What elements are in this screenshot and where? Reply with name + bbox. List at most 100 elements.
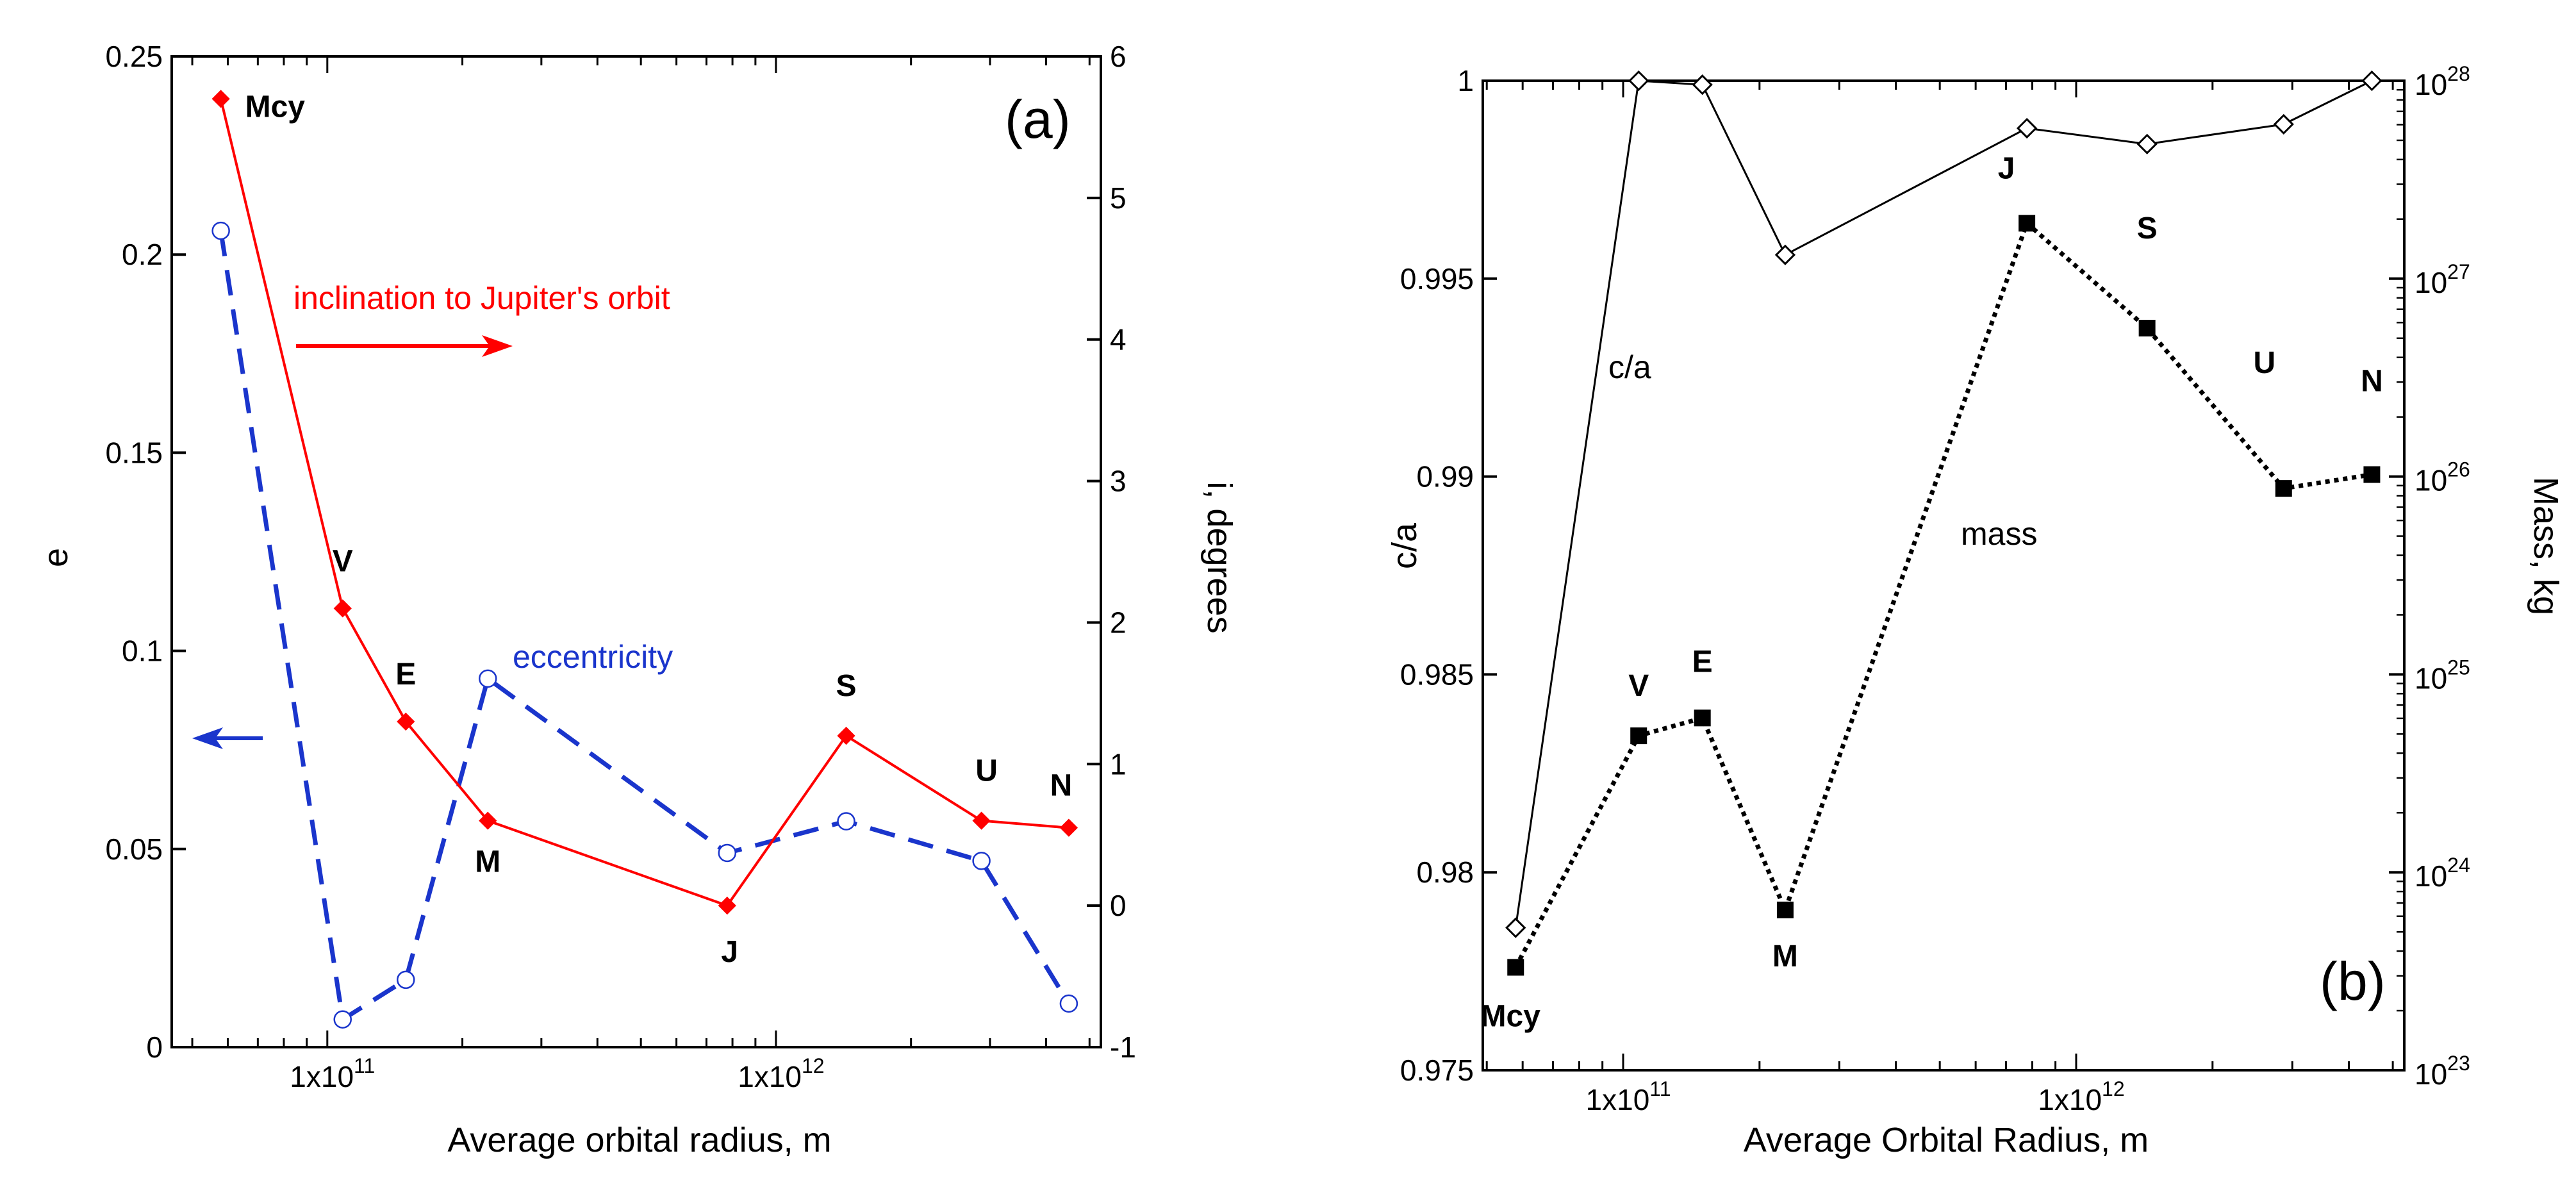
chart-b-point-label-Mcy: Mcy: [1481, 999, 1541, 1033]
chart-b-ytick-right-label: 1025: [2415, 656, 2470, 695]
chart-a-inclination-arrow-head: [482, 335, 513, 357]
chart-b-panel-label: (b): [2320, 951, 2386, 1011]
chart-a-ytick-right-label: 6: [1110, 40, 1127, 73]
chart-a-eccentricity-arrow-head: [192, 727, 223, 749]
chart-b-ca-point-V: [1628, 70, 1649, 92]
chart-b-ytick-right-label: 1023: [2415, 1052, 2470, 1091]
chart-b-mass-point-J: [2019, 215, 2036, 232]
chart-a-ytick-right-label: 3: [1110, 465, 1127, 498]
chart-a-xtick-label: 1x1012: [738, 1054, 824, 1093]
chart-a-frame: [170, 55, 1102, 1048]
chart-b-frame: [1482, 79, 2406, 1072]
chart-a-point-label-M: M: [475, 845, 500, 879]
chart-a-inclination-point-N: [1059, 818, 1078, 837]
chart-b-mass-point-S: [2138, 320, 2156, 336]
chart-b-point-label-N: N: [2361, 365, 2383, 399]
chart-b-xlabel: Average Orbital Radius, m: [1744, 1121, 2149, 1159]
chart-b-ca-label: c/a: [1608, 349, 1651, 385]
chart-a-eccentricity-point-V: [333, 1010, 352, 1029]
chart-a-eccentricity-label: eccentricity: [513, 639, 673, 675]
chart-a-eccentricity-point-U: [972, 852, 991, 870]
chart-b-mass-point-U: [2275, 480, 2292, 497]
chart-b-ytick-left-label: 0.975: [1400, 1054, 1474, 1087]
chart-b-ytick-left-label: 0.995: [1400, 262, 1474, 295]
chart-b-ca-point-E: [1692, 74, 1713, 95]
chart-a-ylabel-right: i, degrees: [1200, 481, 1239, 633]
chart-a-point-label-S: S: [836, 669, 857, 703]
chart-a-ylabel-left: e: [37, 548, 75, 567]
chart-b-mass-point-V: [1630, 727, 1647, 745]
chart-a-panel-label: (a): [1005, 89, 1071, 149]
chart-a-ytick-left-label: 0: [146, 1031, 163, 1064]
chart-a-eccentricity-point-N: [1059, 994, 1078, 1013]
chart-b-ca-point-Mcy: [1505, 917, 1526, 938]
chart-b-mass-point-Mcy: [1507, 959, 1524, 976]
chart-b-point-label-U: U: [2253, 346, 2275, 380]
chart-a-inclination-point-J: [718, 897, 736, 915]
chart-a-ytick-right-label: 2: [1110, 606, 1127, 639]
chart-a-inclination-point-Mcy: [211, 90, 230, 108]
chart-b-ylabel-left: c/a: [1385, 522, 1424, 569]
chart-a-eccentricity-line: [219, 230, 1071, 1023]
chart-b-point-label-E: E: [1692, 645, 1713, 679]
chart-b-xtick-label: 1x1012: [2038, 1077, 2124, 1116]
chart-a-ytick-right-label: 1: [1110, 747, 1127, 781]
chart-b-ytick-right-label: 1026: [2415, 458, 2470, 497]
chart-b-point-label-S: S: [2137, 211, 2158, 245]
chart-a-point-label-N: N: [1050, 769, 1073, 803]
chart-a-inclination-point-E: [397, 712, 415, 731]
chart-a-eccentricity-point-E: [397, 970, 415, 989]
chart-a-ytick-right-label: -1: [1110, 1031, 1136, 1064]
chart-marks: 0 0.05 0.1 0.15 0.2 0.25 -1 0 1 2 3 4 5 6 1x1011 1x1012…: [105, 40, 2470, 1116]
chart-a-eccentricity-point-Mcy: [211, 221, 230, 240]
chart-a-ytick-right-label: 0: [1110, 889, 1127, 922]
chart-a-point-label-E: E: [395, 658, 416, 691]
chart-b-ca-point-U: [2273, 113, 2294, 135]
chart-a-ytick-left-label: 0.15: [105, 436, 163, 469]
chart-a-eccentricity-point-J: [718, 843, 737, 863]
chart-b-ytick-right-label: 1027: [2415, 260, 2470, 299]
chart-b-xtick-label: 1x1011: [1586, 1077, 1671, 1116]
chart-b-ytick-right-label: 1024: [2415, 854, 2470, 893]
chart-a-inclination-point-U: [972, 811, 991, 830]
chart-a-eccentricity-point-M: [479, 669, 497, 688]
chart-a-ytick-left-label: 0.1: [122, 634, 163, 668]
chart-b-ca-point-J: [2016, 117, 2038, 139]
chart-a-ytick-left-label: 0.05: [105, 832, 163, 866]
chart-a-inclination-point-S: [837, 726, 855, 745]
chart-b-ytick-left-label: 0.98: [1416, 856, 1474, 889]
chart-a-ytick-left-label: 0.25: [105, 40, 163, 73]
chart-a-xlabel: Average orbital radius, m: [447, 1121, 831, 1159]
chart-b-ytick-left-label: 0.99: [1416, 460, 1474, 493]
chart-b-mass-point-N: [2363, 466, 2381, 483]
chart-a-ytick-right-label: 5: [1110, 181, 1127, 215]
chart-b-mass-label: mass: [1961, 516, 2037, 552]
chart-b-point-label-V: V: [1628, 669, 1649, 703]
chart-a-inclination-label: inclination to Jupiter's orbit: [293, 280, 670, 316]
chart-b-ytick-right-label: 1028: [2415, 62, 2470, 101]
chart-b-ca-point-S: [2136, 133, 2158, 154]
chart-a-inclination-point-M: [479, 811, 497, 830]
chart-b-mass-point-E: [1694, 709, 1711, 727]
chart-b-ca-line: [1514, 79, 2373, 928]
chart-a-point-label-V: V: [333, 544, 353, 578]
chart-a-ytick-right-label: 4: [1110, 323, 1127, 356]
chart-b-ca-point-N: [2361, 70, 2382, 92]
chart-a-point-label-J: J: [721, 935, 738, 969]
chart-a-xtick-label: 1x1011: [290, 1054, 375, 1093]
chart-a-inclination-point-V: [333, 599, 352, 618]
chart-a-point-label-U: U: [975, 754, 998, 788]
chart-a-point-label-Mcy: Mcy: [245, 90, 306, 124]
chart-b-point-label-M: M: [1772, 940, 1798, 973]
chart-b-mass-point-M: [1776, 901, 1794, 918]
chart-a-ytick-left-label: 0.2: [122, 238, 163, 271]
chart-b-ylabel-right: Mass, kg: [2527, 477, 2565, 615]
chart-a-inclination-line: [219, 98, 1069, 907]
chart-b-point-label-J: J: [1998, 151, 2015, 185]
chart-b-ca-point-M: [1774, 244, 1796, 265]
chart-b-ytick-left-label: 0.985: [1400, 658, 1474, 691]
chart-a-eccentricity-point-S: [837, 812, 855, 831]
chart-b-ytick-left-label: 1: [1457, 64, 1474, 97]
chart-b-mass-line: [1514, 219, 2372, 969]
